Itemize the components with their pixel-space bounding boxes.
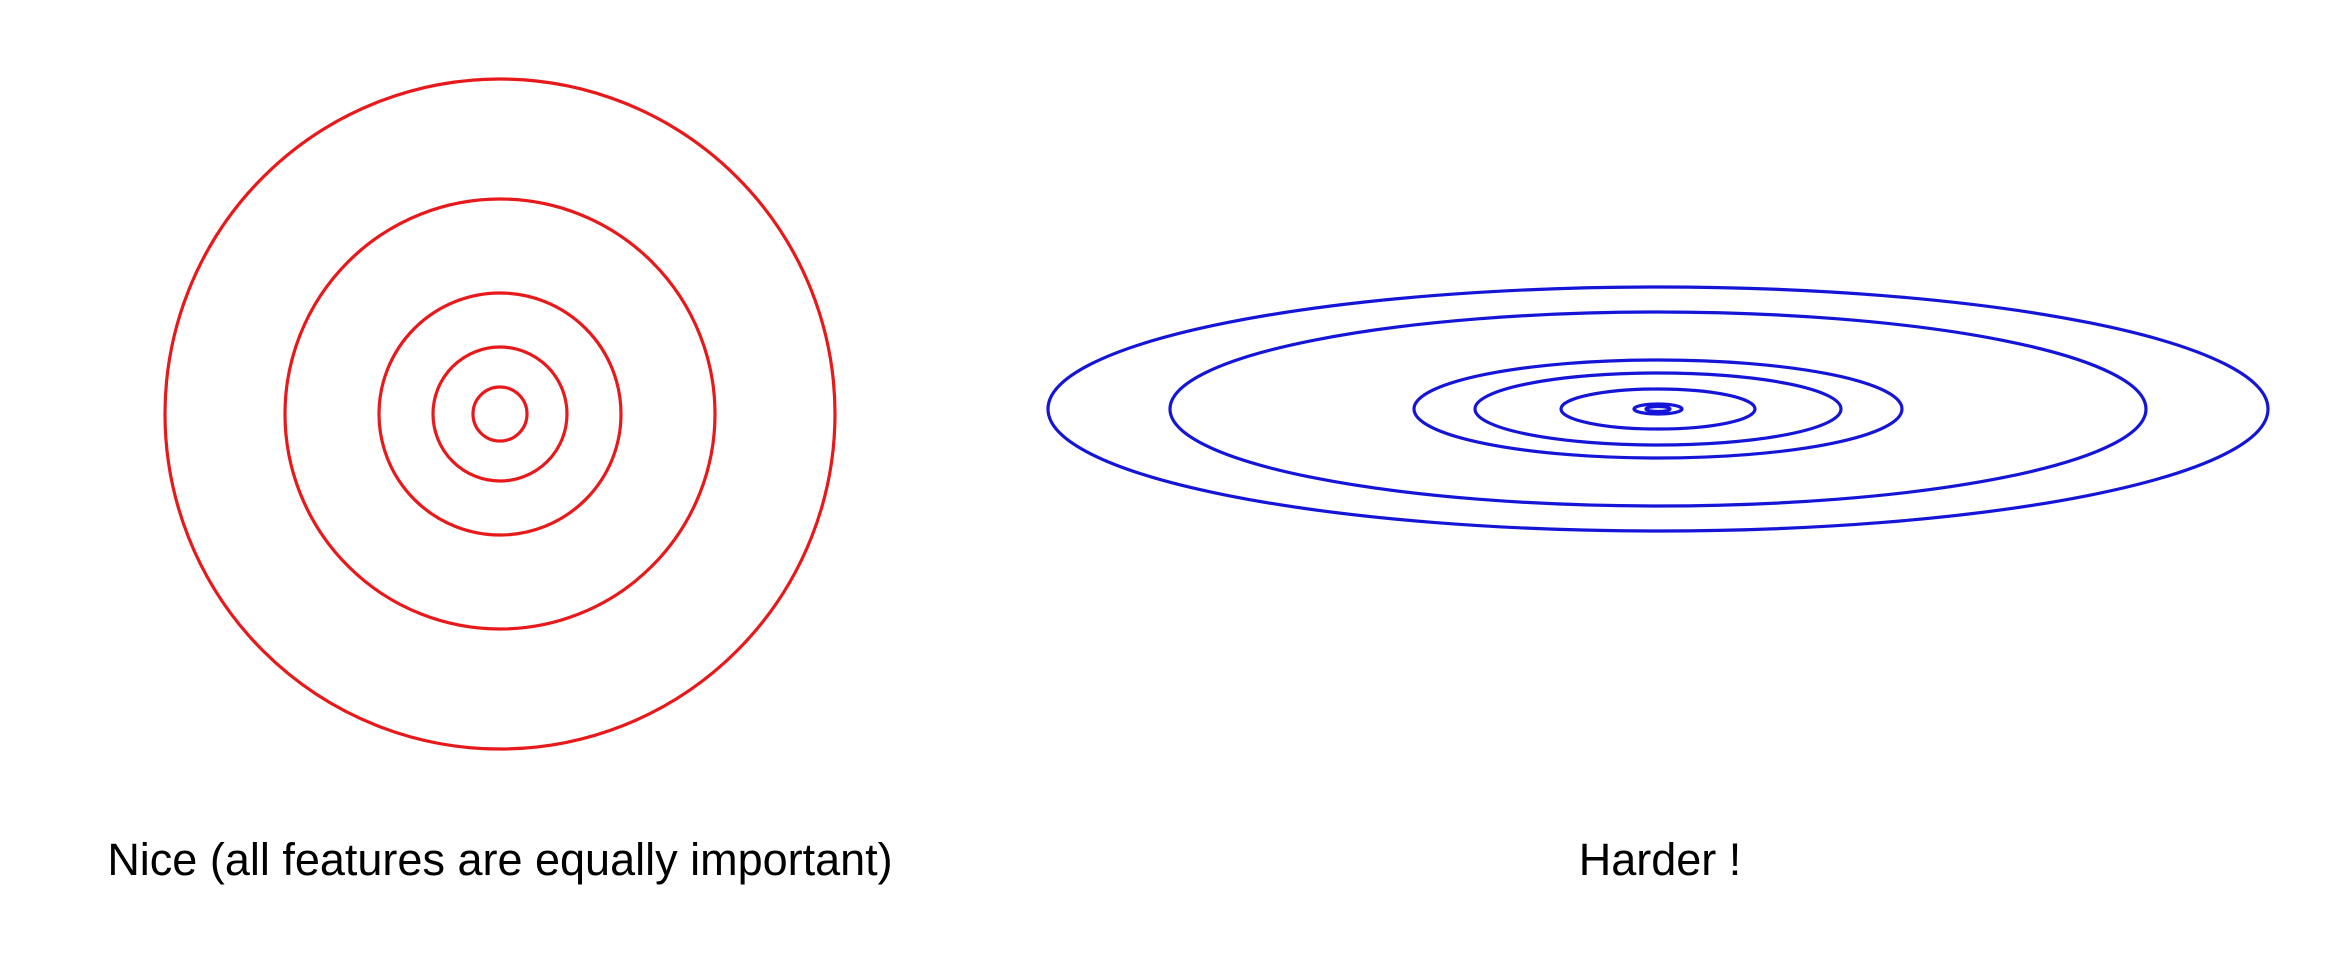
left-caption: Nice (all features are equally important… — [107, 834, 893, 885]
circle-contour-2 — [283, 197, 717, 631]
ellipse-contour-4 — [1473, 371, 1843, 447]
circle-contour-5 — [471, 385, 529, 443]
circle-contour-4 — [431, 345, 569, 483]
circular-contours — [163, 77, 837, 751]
ellipse-contour-5 — [1559, 387, 1757, 431]
ellipse-contour-1 — [1046, 285, 2270, 533]
right-caption: Harder ! — [1578, 834, 1742, 885]
ellipse-contour-3 — [1412, 358, 1904, 460]
ellipse-contour-6 — [1632, 402, 1684, 416]
circle-contour-3 — [377, 291, 623, 537]
ellipse-contour-2 — [1168, 310, 2148, 508]
circle-contour-1 — [163, 77, 837, 751]
elliptical-contours — [1046, 285, 2270, 533]
ellipse-contour-7 — [1644, 404, 1672, 414]
